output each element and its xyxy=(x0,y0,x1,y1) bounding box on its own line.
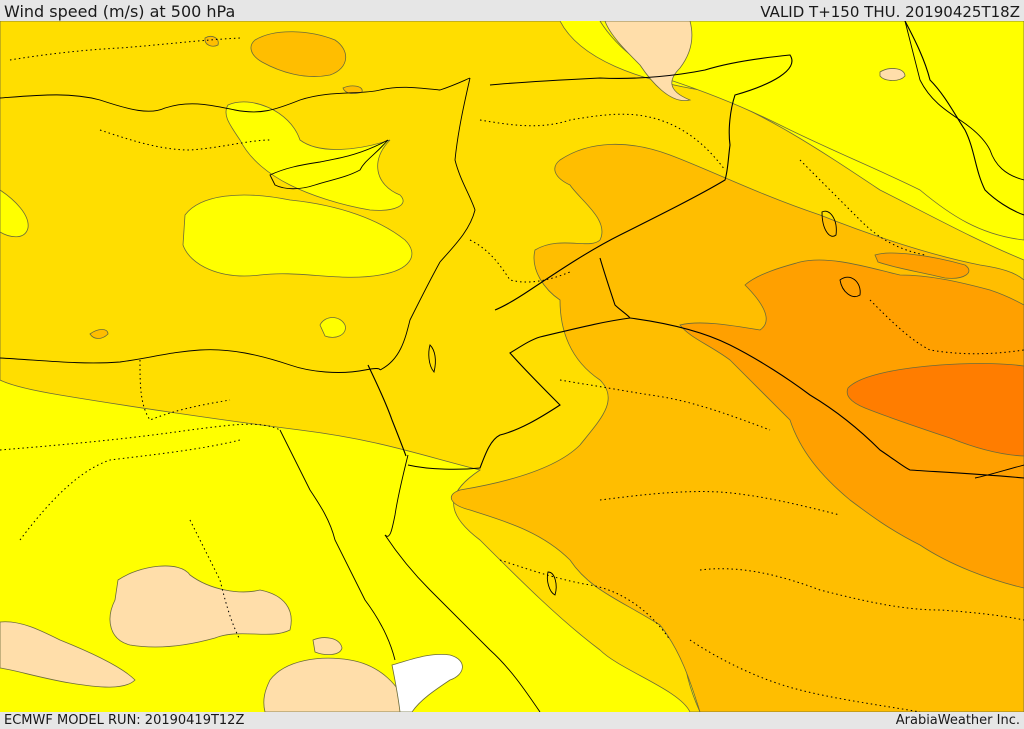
band-light-south-1 xyxy=(109,565,292,648)
coastline-dead-sea xyxy=(428,344,436,373)
border-dotted-2 xyxy=(19,439,241,541)
coastline-persian-gulf xyxy=(974,464,1024,479)
coastline-sinai-gulf-west xyxy=(279,429,396,661)
border-dotted-10 xyxy=(99,129,271,151)
band-yellow-island-west xyxy=(0,189,29,238)
border-dotted-12 xyxy=(469,239,571,283)
credit-label: ArabiaWeather Inc. xyxy=(895,713,1020,728)
band-light-south-3 xyxy=(263,657,411,712)
coastline-cyprus xyxy=(269,139,389,190)
band-orange-strip xyxy=(874,252,970,279)
frontier-syria-iraq xyxy=(489,54,793,311)
coastline-caspian xyxy=(904,21,1024,181)
border-dotted-1 xyxy=(0,423,281,451)
coastline-red-sea-east xyxy=(384,534,541,712)
border-dotted-6 xyxy=(559,379,771,431)
wind-speed-map xyxy=(0,21,1024,712)
band-light-small xyxy=(312,637,343,656)
border-dotted-9 xyxy=(9,37,241,61)
coastline-levant xyxy=(379,77,476,371)
border-dotted-11 xyxy=(479,113,726,171)
coastline-anatolia-south xyxy=(0,77,471,113)
band-lowest-patch xyxy=(391,653,463,712)
border-dotted-5 xyxy=(499,559,671,641)
band-light-south-2 xyxy=(0,621,136,688)
band-light-north xyxy=(879,68,906,81)
map-area xyxy=(0,21,1024,712)
coastline-nile-lake xyxy=(546,571,557,596)
coastline-egypt-north xyxy=(0,349,381,373)
band-amber-dot-1 xyxy=(204,36,219,47)
band-yellow-island-small xyxy=(319,317,346,338)
frontier-egypt-israel xyxy=(367,364,407,457)
header-bar: Wind speed (m/s) at 500 hPa VALID T+150 … xyxy=(0,0,1024,21)
band-yellow-island-cyprus xyxy=(225,101,404,211)
border-dotted-4 xyxy=(189,519,241,641)
coastline-lake-tharthar xyxy=(839,276,861,297)
border-dotted-15 xyxy=(869,299,1024,355)
frontier-saudi-iraq xyxy=(629,317,1024,479)
coastline-lake-urmia xyxy=(821,210,837,237)
band-light-northeast xyxy=(604,21,693,102)
border-dotted-3 xyxy=(139,359,231,421)
frontier-jordan-saudi xyxy=(407,317,631,470)
frontier-jordan-iraq xyxy=(599,257,631,319)
band-yellow-island-anatolia xyxy=(182,194,413,278)
band-amber-north xyxy=(250,31,347,77)
map-title: Wind speed (m/s) at 500 hPa xyxy=(4,2,236,21)
coastline-sinai-gulf-east xyxy=(384,454,409,537)
band-amber-dot-3 xyxy=(89,329,109,339)
valid-time: VALID T+150 THU. 20190425T18Z xyxy=(760,3,1020,21)
band-dark-orange xyxy=(846,363,1024,457)
frontier-iran-iraq xyxy=(904,21,1024,216)
model-run-label: ECMWF MODEL RUN: 20190419T12Z xyxy=(4,713,245,728)
footer-bar: ECMWF MODEL RUN: 20190419T12Z ArabiaWeat… xyxy=(0,712,1024,729)
